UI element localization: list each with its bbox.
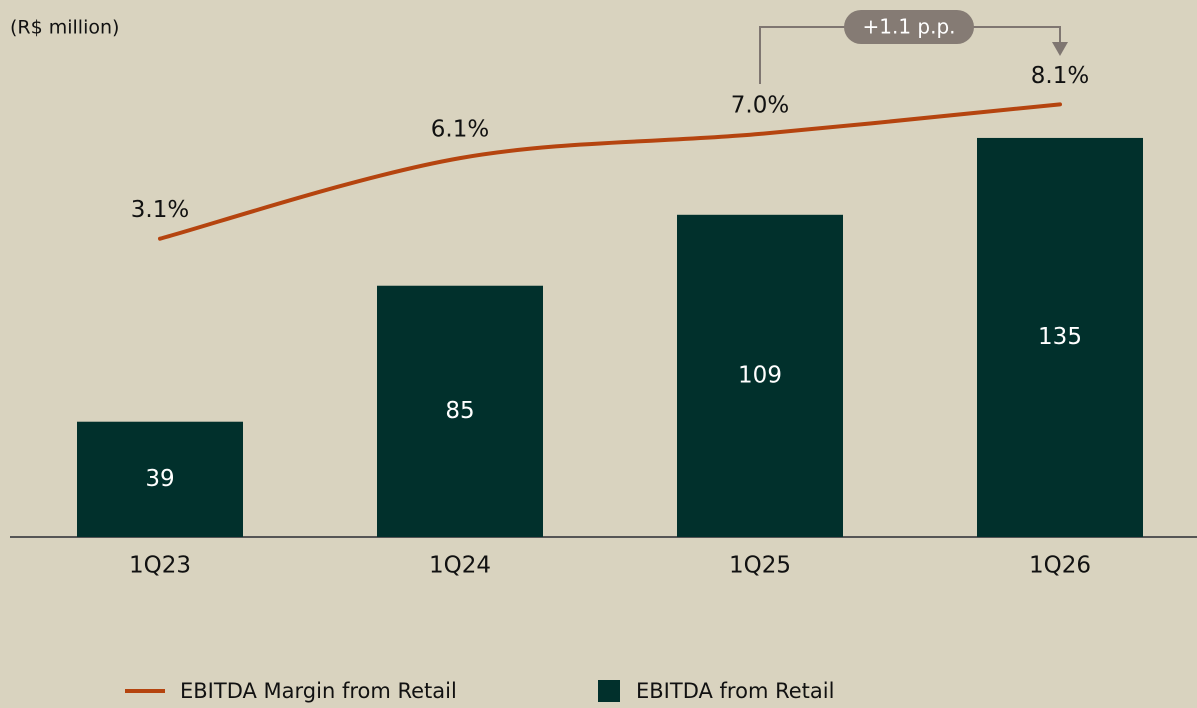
line bbox=[158, 102, 1062, 241]
bar bbox=[77, 421, 243, 537]
x-tick-label: 1Q25 bbox=[729, 553, 791, 579]
legend-label: EBITDA Margin from Retail bbox=[180, 679, 457, 703]
bar-value-label: 39 bbox=[145, 466, 174, 492]
bar-value-label: 135 bbox=[1038, 324, 1082, 350]
line-value-label: 7.0% bbox=[731, 92, 789, 118]
line-value-label: 3.1% bbox=[131, 197, 189, 223]
annotation-text: +1.1 p.p. bbox=[862, 15, 955, 39]
legend-swatch bbox=[598, 680, 620, 702]
annotation-pill bbox=[844, 10, 974, 44]
unit-label: (R$ million) bbox=[10, 17, 119, 39]
line-value-label: 8.1% bbox=[1031, 63, 1089, 89]
legend-label: EBITDA from Retail bbox=[636, 679, 834, 703]
annotation-arrow bbox=[1052, 42, 1068, 56]
bar-value-label: 109 bbox=[738, 362, 782, 388]
x-tick-label: 1Q26 bbox=[1029, 553, 1091, 579]
x-tick-label: 1Q24 bbox=[429, 553, 491, 579]
bar bbox=[977, 137, 1143, 537]
line-value-label: 6.1% bbox=[431, 117, 489, 143]
x-tick-label: 1Q23 bbox=[129, 553, 191, 579]
bar bbox=[677, 214, 843, 537]
bar bbox=[377, 285, 543, 537]
bar-value-label: 85 bbox=[445, 398, 474, 424]
